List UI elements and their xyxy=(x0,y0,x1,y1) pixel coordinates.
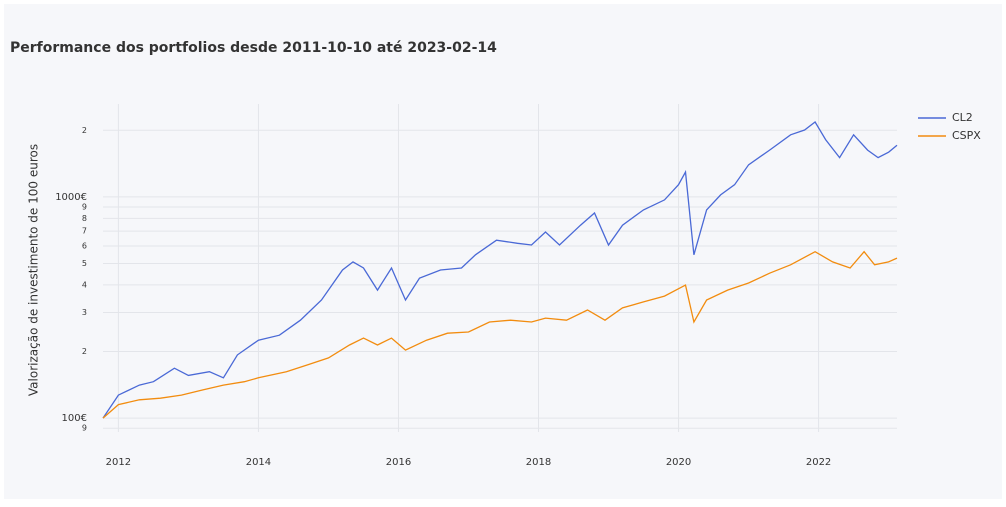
y-tick-label: 5 xyxy=(82,259,87,268)
series-line xyxy=(102,121,898,419)
series-line xyxy=(102,250,898,419)
y-tick-label: 8 xyxy=(82,214,87,223)
x-tick-label: 2018 xyxy=(526,457,551,468)
x-tick-label: 2014 xyxy=(246,457,271,468)
y-tick-label: 7 xyxy=(82,227,87,236)
y-tick-label: 4 xyxy=(82,280,87,289)
y-axis-label: Valorização de investimento de 100 euros xyxy=(27,144,41,396)
x-tick-label: 2016 xyxy=(386,457,411,468)
chart-title: Performance dos portfolios desde 2011-10… xyxy=(10,40,497,56)
x-tick-label: 2020 xyxy=(666,457,691,468)
x-tick-label: 2012 xyxy=(106,457,131,468)
y-tick-label: 9 xyxy=(82,203,87,212)
y-tick-label: 2 xyxy=(82,347,87,356)
legend-label: CSPX xyxy=(952,129,981,142)
y-tick-label: 9 xyxy=(82,424,87,433)
legend-label: CL2 xyxy=(952,111,973,124)
y-tick-label: 6 xyxy=(82,241,87,250)
y-tick-label: 2 xyxy=(82,126,87,135)
y-tick-label: 1000€ xyxy=(55,192,87,203)
y-tick-label: 100€ xyxy=(62,413,87,424)
background xyxy=(4,4,1002,499)
x-tick-label: 2022 xyxy=(806,457,831,468)
y-tick-label: 3 xyxy=(82,308,87,317)
